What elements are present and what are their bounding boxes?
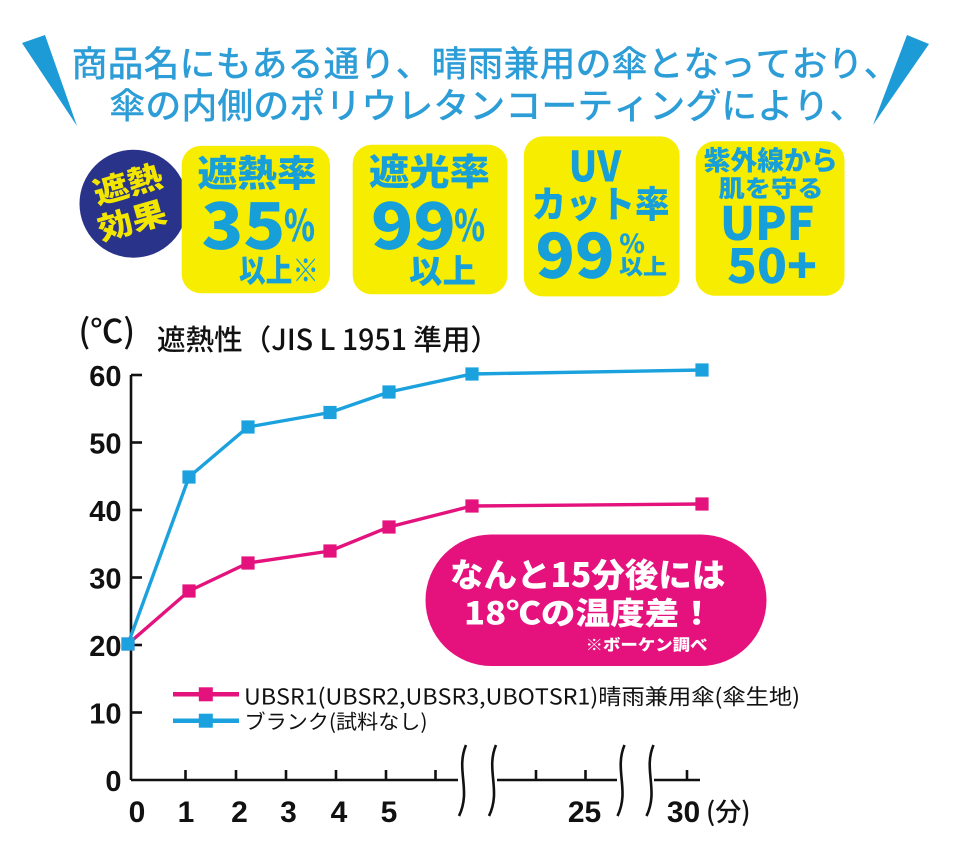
svg-text:25: 25 [568, 796, 601, 829]
svg-text:2: 2 [231, 796, 248, 829]
svg-text:3: 3 [280, 796, 297, 829]
svg-text:1: 1 [178, 796, 195, 829]
svg-text:20: 20 [89, 631, 121, 663]
svg-text:50: 50 [89, 429, 121, 461]
svg-text:0: 0 [105, 766, 121, 798]
svg-text:10: 10 [89, 699, 121, 731]
svg-text:30: 30 [89, 564, 121, 596]
svg-text:30: 30 [667, 796, 700, 829]
svg-text:60: 60 [89, 361, 121, 393]
svg-text:0: 0 [129, 796, 146, 829]
svg-text:4: 4 [331, 796, 348, 829]
svg-text:5: 5 [381, 796, 398, 829]
svg-text:40: 40 [89, 496, 121, 528]
